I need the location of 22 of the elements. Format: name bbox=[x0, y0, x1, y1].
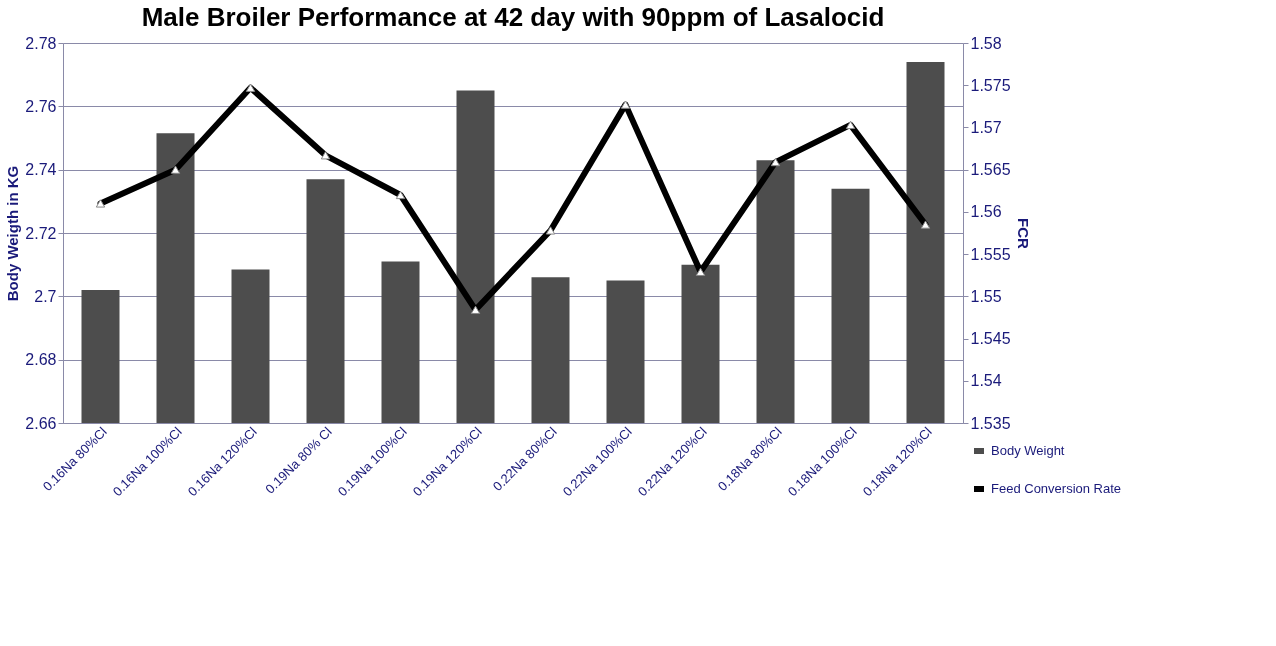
y2-tick-label: 1.55 bbox=[970, 287, 1002, 305]
legend-label: Body Weight bbox=[991, 443, 1065, 458]
y2-axis-title: FCR bbox=[1014, 218, 1032, 250]
y2-tick-label: 1.56 bbox=[970, 203, 1002, 221]
y2-tick-label: 1.545 bbox=[970, 330, 1011, 348]
y2-tick-label: 1.57 bbox=[970, 118, 1002, 136]
y-tick-label: 2.76 bbox=[25, 97, 57, 115]
legend-label: Feed Conversion Rate bbox=[991, 481, 1122, 496]
chart-title: Male Broiler Performance at 42 day with 90ppm of Lasalocid bbox=[141, 2, 885, 32]
y-tick-label: 2.68 bbox=[25, 351, 57, 369]
y-tick-label: 2.78 bbox=[25, 34, 57, 52]
y-tick-label: 2.74 bbox=[25, 161, 57, 179]
y2-tick-label: 1.565 bbox=[970, 161, 1011, 179]
y-tick-label: 2.72 bbox=[25, 224, 57, 242]
y2-tick-label: 1.58 bbox=[970, 34, 1002, 52]
y-axis-title: Body Weigth in KG bbox=[4, 165, 22, 302]
y-tick-label: 2.7 bbox=[34, 287, 57, 305]
y-tick-label: 2.66 bbox=[25, 414, 57, 432]
y2-tick-label: 1.575 bbox=[970, 76, 1011, 94]
y2-tick-label: 1.555 bbox=[970, 245, 1011, 263]
y2-tick-label: 1.535 bbox=[970, 414, 1011, 432]
y2-tick-label: 1.54 bbox=[970, 372, 1002, 390]
